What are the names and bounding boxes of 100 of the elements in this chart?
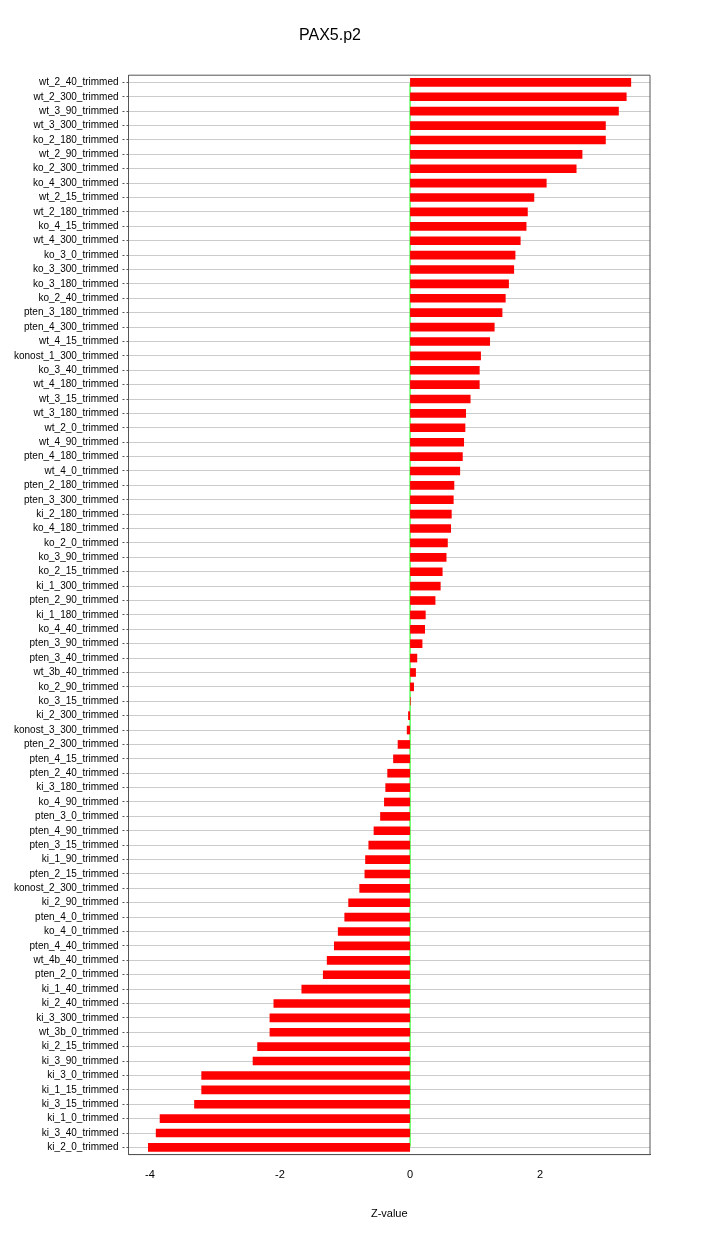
y-tick-label: ko_3_15_trimmed	[38, 695, 119, 706]
y-tick-label: ki_3_90_trimmed	[41, 1054, 119, 1066]
bar	[387, 768, 411, 778]
bar	[410, 466, 461, 476]
bar	[410, 150, 583, 159]
y-tick-label: pten_4_0_trimmed	[35, 910, 119, 922]
bar	[365, 855, 411, 864]
bar	[397, 740, 411, 749]
y-tick-label: wt_2_90_trimmed	[38, 148, 119, 160]
x-tick-label: 2	[537, 1168, 544, 1181]
bar	[410, 250, 516, 260]
y-tick-label: wt_2_0_trimmed	[43, 421, 119, 433]
y-tick-label: pten_4_40_trimmed	[29, 939, 119, 951]
x-tick-label: 0	[407, 1168, 414, 1181]
y-tick-label: pten_2_15_trimmed	[29, 867, 119, 879]
y-tick-label: ki_3_0_trimmed	[47, 1069, 119, 1081]
y-tick-label: wt_3b_0_trimmed	[38, 1026, 119, 1038]
y-tick-label: pten_2_300_trimmed	[23, 738, 119, 750]
y-tick-label: ko_2_180_trimmed	[32, 133, 119, 145]
bar	[410, 524, 452, 533]
y-tick-label: ki_2_180_trimmed	[36, 507, 119, 519]
bar	[410, 394, 471, 404]
bar	[410, 509, 452, 519]
y-tick-label: ki_1_90_trimmed	[41, 853, 119, 865]
bar	[410, 409, 466, 418]
bar	[410, 653, 418, 663]
bar	[410, 193, 535, 202]
bar	[410, 481, 455, 490]
y-tick-label: ki_1_300_trimmed	[36, 579, 119, 591]
bar	[410, 437, 465, 447]
bar	[301, 984, 411, 994]
bar	[337, 927, 411, 936]
y-tick-label: ko_4_40_trimmed	[38, 623, 119, 635]
bar	[384, 797, 411, 807]
bar	[410, 322, 495, 332]
bar	[148, 1143, 411, 1152]
y-tick-label: pten_3_90_trimmed	[29, 637, 119, 649]
y-tick-label: konost_2_300_trimmed	[13, 882, 119, 894]
y-tick-label: pten_3_0_trimmed	[35, 810, 119, 822]
bar	[348, 898, 411, 908]
chart-title: PAX5.p2	[299, 26, 362, 44]
bar	[410, 553, 447, 562]
bar	[201, 1071, 411, 1080]
y-tick-label: pten_2_0_trimmed	[35, 968, 119, 980]
y-tick-label: wt_2_15_trimmed	[38, 191, 119, 203]
y-tick-label: ki_1_40_trimmed	[41, 982, 119, 994]
y-tick-label: pten_4_300_trimmed	[23, 320, 119, 332]
y-tick-label: pten_3_180_trimmed	[23, 306, 119, 318]
y-tick-label: ko_2_300_trimmed	[32, 162, 119, 174]
bar	[252, 1056, 411, 1066]
y-tick-label: wt_4_300_trimmed	[32, 234, 119, 246]
bar	[410, 178, 547, 188]
bar	[410, 581, 441, 591]
y-tick-label: ki_1_180_trimmed	[36, 608, 119, 620]
y-tick-label: ki_3_180_trimmed	[36, 781, 119, 793]
y-tick-label: ki_2_300_trimmed	[36, 709, 119, 721]
bar	[273, 999, 411, 1008]
bar	[344, 912, 411, 922]
y-tick-label: wt_3b_40_trimmed	[32, 666, 119, 678]
bar	[410, 106, 619, 116]
y-tick-label: ko_3_180_trimmed	[32, 277, 119, 289]
y-tick-label: ki_1_0_trimmed	[47, 1112, 119, 1124]
bar	[410, 596, 436, 605]
y-tick-label: pten_3_15_trimmed	[29, 838, 119, 850]
y-tick-label: konost_3_300_trimmed	[13, 723, 119, 735]
y-tick-label: wt_4_0_trimmed	[43, 464, 119, 476]
y-tick-label: wt_2_300_trimmed	[32, 90, 119, 102]
y-tick-label: ko_3_90_trimmed	[38, 551, 119, 563]
y-tick-label: ko_4_15_trimmed	[38, 220, 119, 232]
y-tick-label: ki_2_15_trimmed	[41, 1040, 119, 1052]
bar	[410, 610, 426, 620]
y-tick-label: ki_2_40_trimmed	[41, 997, 119, 1009]
bar	[410, 624, 426, 634]
y-tick-label: ki_3_15_trimmed	[41, 1097, 119, 1109]
bar	[410, 380, 480, 389]
bar	[410, 265, 515, 274]
bar	[410, 538, 448, 548]
y-tick-label: pten_4_180_trimmed	[23, 450, 119, 462]
y-tick-label: ko_2_15_trimmed	[38, 565, 119, 577]
y-tick-label: pten_4_15_trimmed	[29, 752, 119, 764]
y-tick-label: ko_3_40_trimmed	[38, 363, 119, 375]
y-tick-label: ki_3_40_trimmed	[41, 1126, 119, 1138]
bar	[410, 207, 528, 217]
bar	[393, 754, 411, 764]
y-tick-label: ko_2_40_trimmed	[38, 292, 119, 304]
bar	[410, 351, 481, 361]
bar	[410, 682, 414, 692]
y-tick-label: pten_4_90_trimmed	[29, 824, 119, 836]
bar	[201, 1085, 411, 1095]
y-tick-label: ko_4_90_trimmed	[38, 795, 119, 807]
bar	[410, 668, 416, 677]
bar	[373, 826, 411, 836]
bar	[410, 92, 627, 102]
y-tick-label: wt_3_180_trimmed	[32, 407, 119, 419]
bar	[364, 869, 411, 879]
bar	[410, 78, 632, 87]
y-tick-label: wt_2_180_trimmed	[32, 205, 119, 217]
y-tick-label: ko_4_300_trimmed	[32, 176, 119, 188]
bar	[380, 812, 411, 821]
bar	[155, 1128, 411, 1138]
